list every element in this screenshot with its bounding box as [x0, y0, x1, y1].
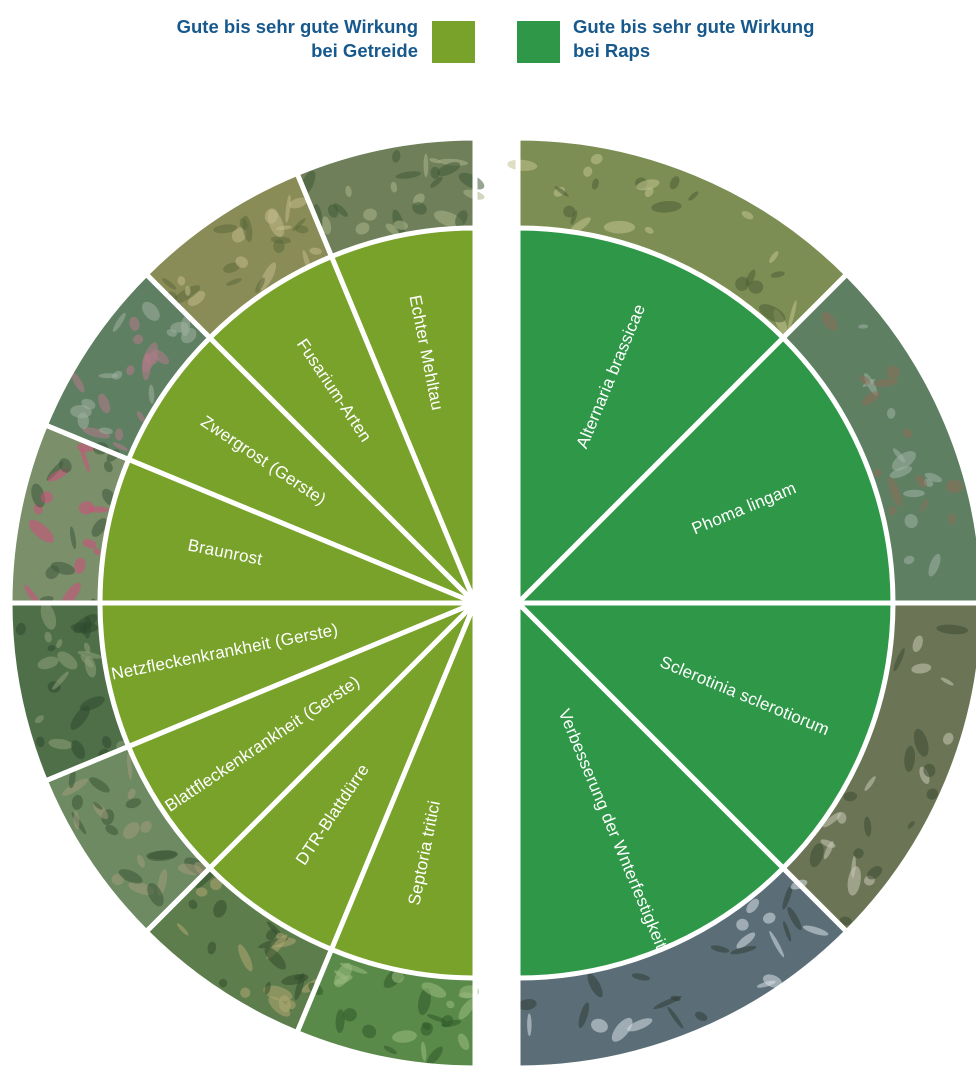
legend-swatch [432, 21, 475, 63]
legend-text: Gute bis sehr gute Wirkung [177, 16, 418, 37]
hub [470, 598, 480, 608]
wheel-diagram: Echter MehltauFusarium-ArtenZwergrost (G… [0, 0, 976, 1067]
legend-swatch [517, 21, 560, 63]
photo-texture [946, 480, 963, 493]
legend: Gute bis sehr gute Wirkung bei Getreide … [177, 16, 815, 63]
legend-text: bei Getreide [311, 40, 418, 61]
photo-texture [99, 373, 119, 378]
page: Echter MehltauFusarium-ArtenZwergrost (G… [0, 0, 976, 1067]
hub [513, 598, 523, 608]
legend-text: bei Raps [573, 40, 650, 61]
legend-text: Gute bis sehr gute Wirkung [573, 16, 814, 37]
